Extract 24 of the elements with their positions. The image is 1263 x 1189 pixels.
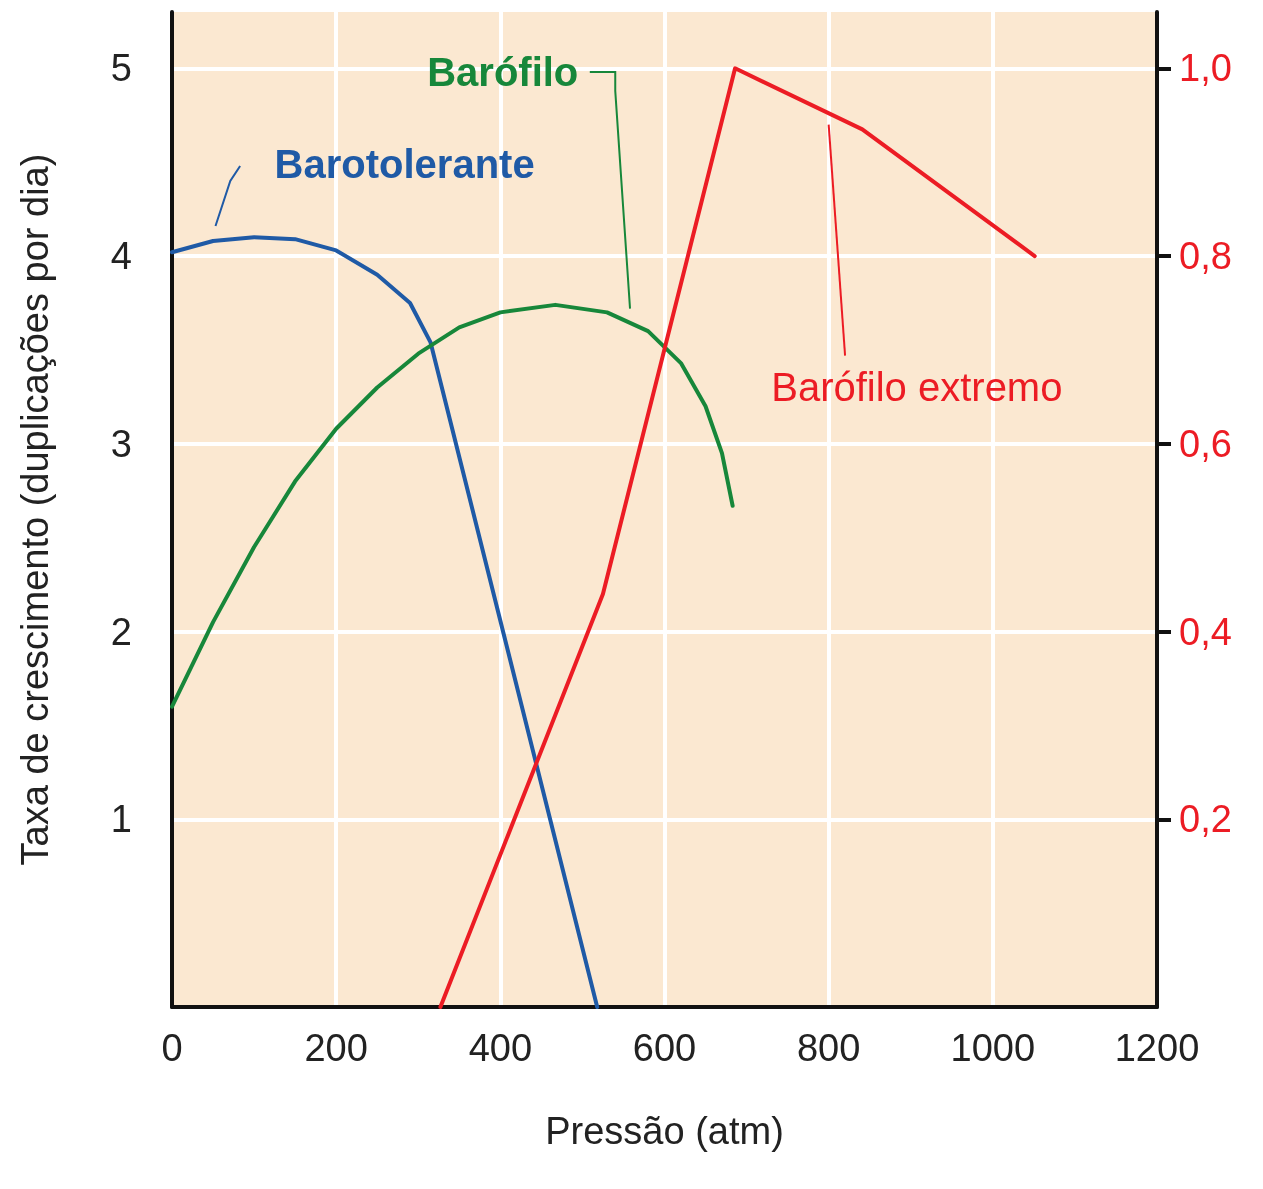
x-tick-label: 600 — [632, 1027, 697, 1069]
x-tick-label: 200 — [304, 1027, 368, 1069]
x-tick-label: 1200 — [1114, 1027, 1200, 1069]
y-tick-label: 3 — [110, 422, 132, 465]
x-tick-label: 0 — [161, 1027, 183, 1069]
y2-tick-label: 0,4 — [1179, 610, 1232, 653]
text: Barófilo — [427, 50, 579, 95]
x-tick-label: 800 — [796, 1027, 861, 1069]
y2-tick-label: 0,6 — [1179, 422, 1232, 465]
y-tick-label: 5 — [110, 47, 132, 90]
series-label: Barotolerante — [274, 142, 535, 187]
y2-tick-label: 0,2 — [1179, 798, 1232, 841]
y-tick-label: 2 — [110, 610, 132, 653]
text: Barófilo extremo — [771, 365, 1063, 410]
x-axis-title: Pressão (atm) — [545, 1110, 784, 1152]
x-tick-label: 1000 — [950, 1027, 1036, 1069]
line-series — [170, 302, 735, 709]
y-tick-label: 4 — [110, 235, 132, 278]
y-axis-title: Taxa de crescimento (duplicações por dia) — [14, 153, 56, 866]
line-series — [170, 235, 600, 1009]
x-tick-label: 400 — [468, 1027, 533, 1069]
y2-tick-label: 1,0 — [1179, 47, 1232, 90]
y-tick-label: 1 — [110, 798, 132, 841]
y2-tick-label: 0,8 — [1179, 235, 1232, 278]
